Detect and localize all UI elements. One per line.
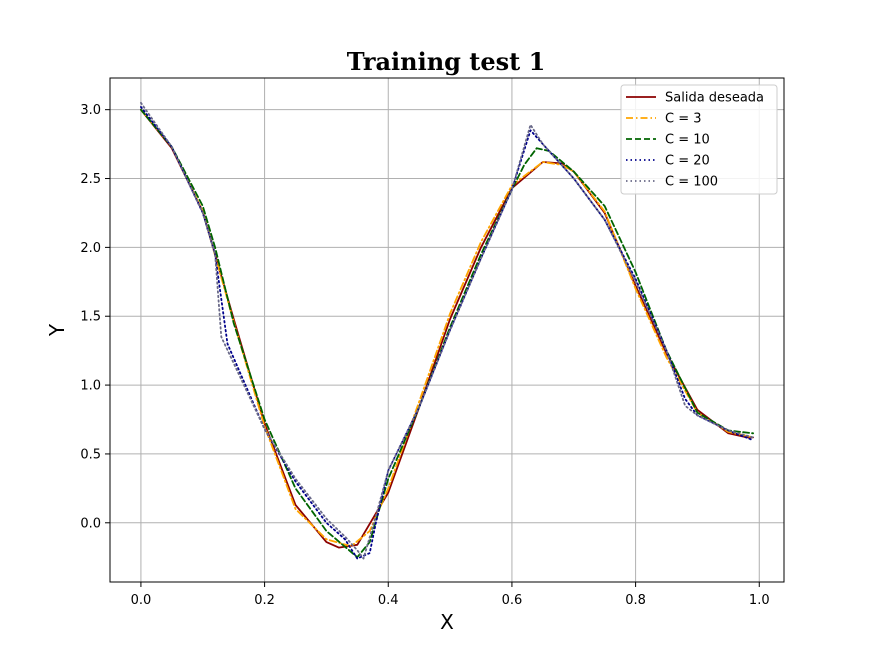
legend-box	[620, 84, 778, 195]
y-tick-label: 1.0	[80, 379, 101, 394]
x-tick-label: 0.8	[625, 593, 646, 608]
legend-label: C = 20	[665, 154, 710, 169]
y-tick-label: 1.5	[80, 310, 101, 325]
y-tick-label: 2.5	[80, 172, 101, 187]
legend-label: Salida deseada	[665, 91, 764, 106]
chart-title: Training test 1	[347, 47, 546, 76]
y-tick-label: 3.0	[80, 103, 101, 118]
y-tick-label: 0.5	[80, 447, 101, 462]
series-line-3	[140, 108, 754, 559]
y-tick-label: 0.0	[80, 516, 101, 531]
legend-label: C = 10	[665, 133, 710, 148]
legend-label: C = 3	[665, 112, 702, 127]
y-tick-label: 2.0	[80, 241, 101, 256]
y-axis-label: Y	[45, 323, 69, 337]
x-tick-label: 0.4	[378, 593, 399, 608]
legend-label: C = 100	[665, 175, 718, 190]
x-tick-label: 0.2	[254, 593, 275, 608]
x-tick-label: 0.6	[502, 593, 523, 608]
y-axis-ticks: 0.0 0.5 1.0 1.5 2.0 2.5 3.0	[80, 103, 110, 531]
series-group	[140, 101, 754, 560]
x-tick-label: 0.0	[131, 593, 152, 608]
x-axis-ticks: 0.0 0.2 0.4 0.6 0.8 1.0	[131, 582, 770, 608]
series-line-5	[140, 101, 754, 560]
legend: Salida deseada C = 3 C = 10 C = 20 C = 100	[620, 84, 778, 195]
x-axis-label: X	[440, 610, 454, 634]
series-line-2	[140, 108, 754, 548]
x-tick-label: 1.0	[749, 593, 770, 608]
plot-frame	[109, 77, 785, 583]
